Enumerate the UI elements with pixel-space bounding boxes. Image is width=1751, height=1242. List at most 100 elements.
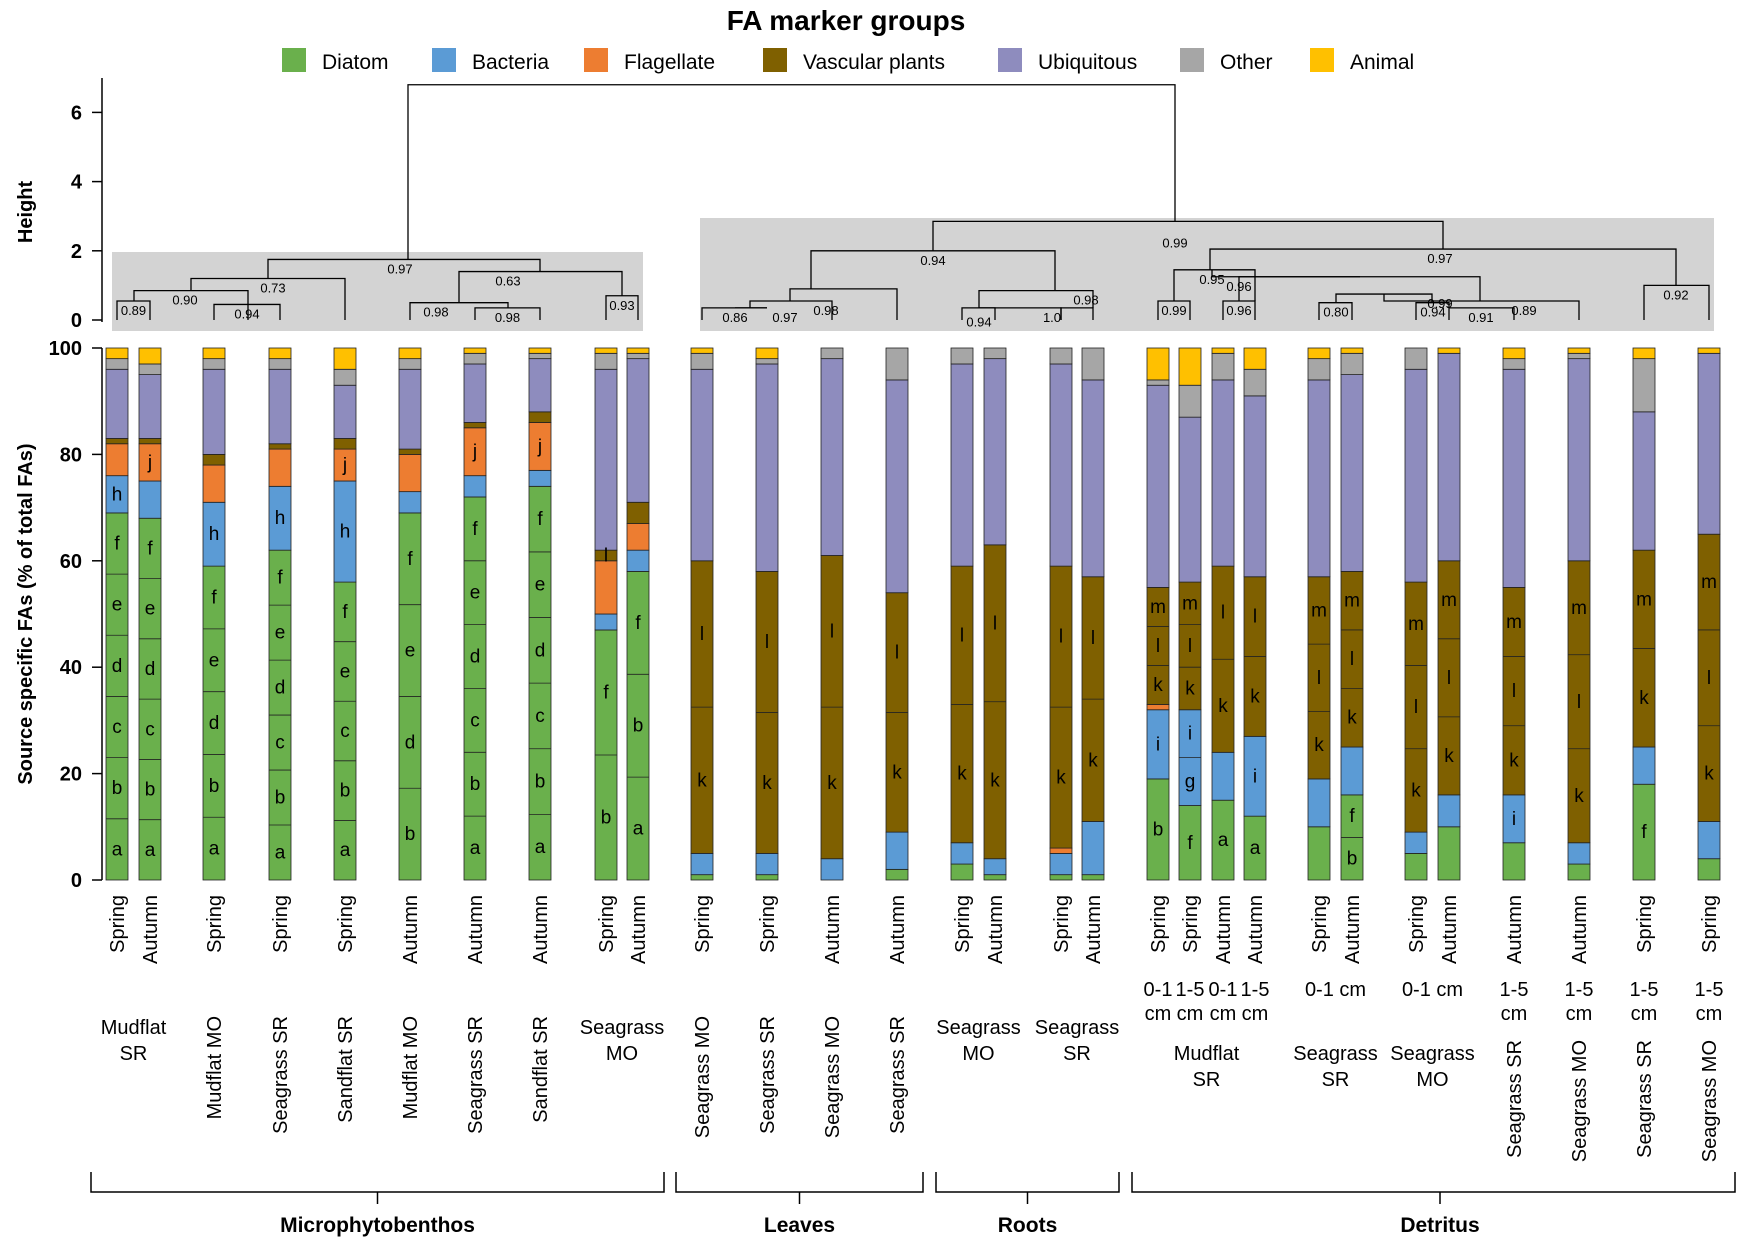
node-label: 0.90	[172, 293, 197, 308]
marker-letter: l	[1447, 668, 1451, 689]
bar-segment-other	[626, 352, 650, 360]
node-label: 0.92	[1663, 287, 1688, 302]
bar-segment-flagellate	[202, 464, 226, 503]
bar-segment-ubiquitous	[1178, 416, 1202, 583]
marker-letter: k	[957, 764, 967, 785]
marker-letter: l	[1317, 668, 1321, 689]
bar-segment-other	[1049, 347, 1073, 365]
season-label: Spring	[1309, 895, 1331, 953]
site-label: Seagrass	[580, 1017, 665, 1039]
bar-segment-ubiquitous	[202, 368, 226, 455]
site-label: MO	[606, 1043, 638, 1065]
bar-segment-ubiquitous	[1567, 358, 1591, 562]
bar-segment-other	[1340, 352, 1364, 376]
cluster-box	[700, 218, 1714, 331]
depth-label: cm	[1501, 1003, 1528, 1025]
site-label: Seagrass SR	[1634, 1040, 1656, 1158]
legend-swatch	[763, 48, 787, 72]
legend-label: Other	[1220, 51, 1273, 74]
season-label: Spring	[204, 895, 226, 953]
bar-segment-other	[1632, 358, 1656, 413]
node-label: 0.80	[1323, 305, 1348, 320]
bar-segment-other	[1178, 384, 1202, 418]
bar-segment-animal	[1567, 347, 1591, 354]
bar-segment-other	[950, 347, 974, 365]
site-label: Mudflat	[101, 1017, 167, 1039]
bar-segment-ubiquitous	[1081, 379, 1105, 578]
legend: Diatom Bacteria Flagellate Vascular plants U…	[282, 48, 1414, 74]
marker-letter: c	[112, 717, 122, 738]
dendrogram-link	[978, 289, 1094, 308]
season-label: Autumn	[628, 895, 650, 964]
marker-letter: a	[275, 843, 286, 864]
marker-letter: f	[277, 568, 283, 589]
season-label: Spring	[1051, 895, 1073, 953]
bar-segment-animal	[268, 347, 292, 360]
bar-segment-ubiquitous	[983, 358, 1007, 546]
marker-letter: h	[275, 508, 286, 529]
marker-letter: b	[1347, 849, 1358, 870]
season-label: Spring	[952, 895, 974, 953]
marker-letter: f	[342, 602, 348, 623]
bar-segment-bacteria	[1307, 778, 1331, 828]
bar-segment-bacteria	[1632, 746, 1656, 785]
bar-segment-animal	[1211, 347, 1235, 354]
bar-segment-bacteria	[1211, 751, 1235, 801]
bar-segment-diatom	[1081, 874, 1105, 881]
bar-segment-bacteria	[820, 858, 844, 881]
season-label: Autumn	[1083, 895, 1105, 964]
marker-letter: d	[209, 713, 220, 734]
bar-segment-flagellate	[268, 448, 292, 487]
marker-letter: i	[1188, 724, 1192, 745]
bar-segment-bacteria	[1567, 842, 1591, 865]
dendrogram-link	[267, 258, 541, 279]
marker-letter: i	[1512, 809, 1516, 830]
node-label: 0.91	[1468, 310, 1493, 325]
bar-segment-other	[1502, 358, 1526, 370]
bar-segment-flagellate	[1049, 847, 1073, 854]
marker-letter: f	[1641, 822, 1647, 843]
bar-segment-ubiquitous	[626, 358, 650, 503]
height-tick-label: 6	[71, 102, 82, 124]
marker-letter: e	[145, 599, 156, 620]
marker-letter: a	[633, 819, 644, 840]
bar-segment-vascular-plants	[528, 411, 552, 423]
marker-letter: l	[604, 545, 608, 566]
marker-letter: l	[1059, 627, 1063, 648]
marker-letter: l	[1577, 692, 1581, 713]
depth-label: 1-5	[1565, 979, 1594, 1001]
marker-letter: l	[1156, 636, 1160, 657]
marker-letter: j	[537, 436, 542, 457]
marker-letter: m	[1150, 597, 1166, 618]
marker-letter: j	[342, 455, 347, 476]
season-label: Autumn	[1504, 895, 1526, 964]
bar-segment-bacteria	[1340, 746, 1364, 796]
marker-letter: f	[635, 613, 641, 634]
dendrogram-link	[932, 220, 1444, 251]
bar-segment-ubiquitous	[1307, 379, 1331, 578]
bar-segment-other	[983, 347, 1007, 360]
bar-segment-ubiquitous	[755, 363, 779, 572]
bar-segment-ubiquitous	[333, 384, 357, 439]
bar-segment-ubiquitous	[820, 358, 844, 556]
group-label: Leaves	[764, 1214, 835, 1237]
bar-segment-vascular-plants	[626, 501, 650, 524]
season-label: Spring	[1180, 895, 1202, 953]
bar-segment-ubiquitous	[1697, 352, 1721, 535]
marker-letter: i	[1156, 734, 1160, 755]
marker-letter: c	[535, 706, 545, 727]
season-label: Spring	[1148, 895, 1170, 953]
site-label: Seagrass SR	[1504, 1040, 1526, 1158]
group-bracket	[675, 1172, 924, 1193]
node-label: 0.95	[1199, 272, 1224, 287]
marker-letter: k	[1056, 768, 1066, 789]
group-bracket	[90, 1172, 665, 1193]
bar-segment-other	[885, 347, 909, 381]
bar-segment-diatom	[1502, 842, 1526, 881]
bar-segment-vascular-plants	[333, 438, 357, 450]
season-label: Spring	[757, 895, 779, 953]
bar-segment-other	[105, 358, 129, 370]
bar-segment-animal	[1697, 347, 1721, 354]
marker-letter: f	[1349, 806, 1355, 827]
